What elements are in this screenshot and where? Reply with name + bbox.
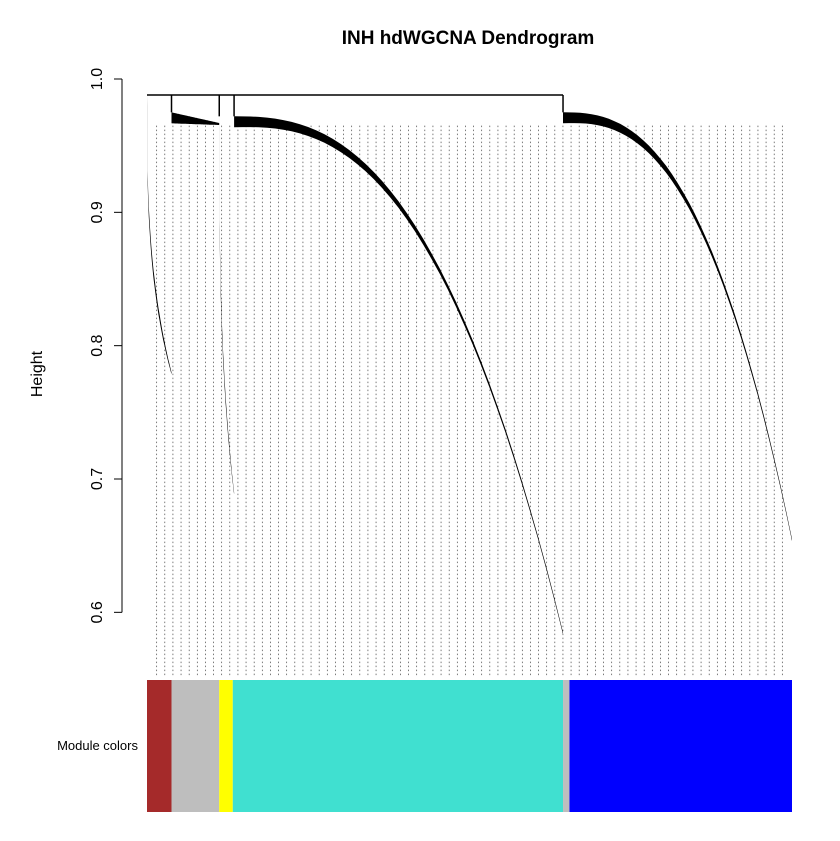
branch-brown: [147, 95, 172, 375]
module-segment: [232, 680, 564, 812]
branch-turquoise: [234, 116, 563, 635]
chart-title: INH hdWGCNA Dendrogram: [342, 28, 595, 49]
module-segment: [147, 680, 172, 812]
module-segment: [219, 680, 233, 812]
y-tick-label: 1.0: [89, 68, 106, 90]
y-tick-label: 0.8: [89, 334, 106, 356]
y-axis: 0.6 0.7 0.8 0.9 1.0: [89, 68, 123, 623]
leaf-guide-lines: [156, 125, 783, 677]
module-colors-label: Module colors: [57, 738, 138, 753]
module-segment: [563, 680, 570, 812]
dendrogram-branches: [147, 94, 792, 635]
branch-grey: [171, 112, 220, 125]
y-tick-label: 0.9: [89, 201, 106, 223]
module-color-bar: [147, 680, 792, 812]
y-tick-label: 0.6: [89, 601, 106, 623]
y-tick-label: 0.7: [89, 468, 106, 490]
module-segment: [171, 680, 220, 812]
y-axis-label: Height: [29, 350, 46, 397]
branch-yellow: [219, 116, 235, 495]
module-segment: [569, 680, 792, 812]
